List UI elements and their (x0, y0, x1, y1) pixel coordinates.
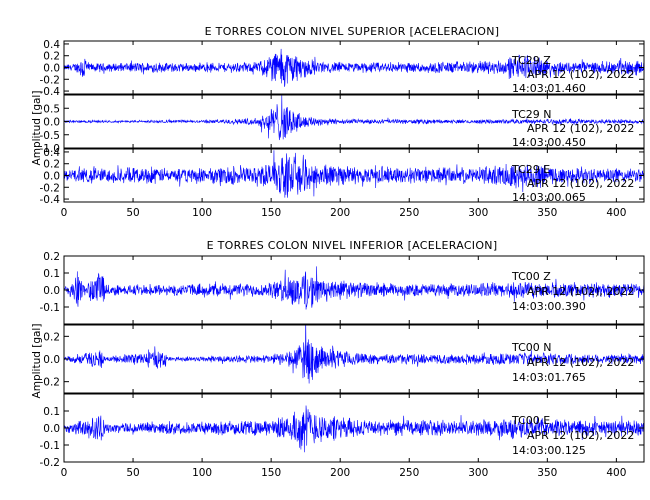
x-tick-label: 250 (399, 207, 419, 219)
x-tick-label: 200 (330, 207, 350, 219)
y-tick-label: 0.0 (43, 423, 60, 435)
y-tick-label: -0.2 (40, 182, 61, 194)
y-tick-label: 0.1 (43, 406, 60, 418)
x-tick-label: 0 (61, 467, 68, 479)
date-label: APR 12 (102), 2022 (527, 177, 634, 190)
x-tick-label: 150 (261, 467, 281, 479)
waveform-trace (64, 150, 644, 198)
chart-lower: E TORRES COLON NIVEL INFERIOR [ACELERACI… (31, 239, 645, 479)
y-tick-label: -0.5 (40, 130, 61, 142)
time-label: 14:03:01.460 (512, 82, 586, 95)
x-tick-label: 100 (192, 207, 212, 219)
x-tick-label: 0 (61, 207, 68, 219)
waveform-trace (64, 48, 644, 87)
date-label: APR 12 (102), 2022 (527, 429, 634, 442)
y-tick-label: 0.5 (43, 103, 60, 115)
trace-panel-tc00-z: TC00 Z APR 12 (102), 2022 14:03:00.390 -… (40, 251, 645, 325)
y-tick-label: 0.0 (43, 285, 60, 297)
y-tick-label: 0.0 (43, 63, 60, 75)
time-label: 14:03:00.065 (512, 191, 586, 204)
time-label: 14:03:00.125 (512, 444, 586, 457)
station-label: TC29 Z (511, 54, 551, 67)
y-tick-label: 0.0 (43, 354, 60, 366)
y-axis-label: Amplitud [gal] (31, 91, 43, 166)
x-tick-label: 350 (537, 207, 557, 219)
waveform-trace (64, 325, 644, 384)
chart-upper: E TORRES COLON NIVEL SUPERIOR [ACELERACI… (31, 25, 645, 219)
station-label: TC29 N (511, 108, 551, 121)
x-tick-label: 50 (126, 207, 139, 219)
x-tick-label: 250 (399, 467, 419, 479)
chart-title: E TORRES COLON NIVEL SUPERIOR [ACELERACI… (205, 25, 500, 38)
station-label: TC29 E (511, 163, 550, 176)
y-tick-label: 0.2 (43, 51, 60, 63)
time-label: 14:03:01.765 (512, 371, 586, 384)
x-tick-label: 200 (330, 467, 350, 479)
x-tick-label: 100 (192, 467, 212, 479)
date-label: APR 12 (102), 2022 (527, 285, 634, 298)
waveform-trace (64, 266, 644, 310)
waveform-trace (64, 95, 644, 141)
y-tick-label: -0.4 (40, 86, 61, 98)
station-label: TC00 Z (511, 270, 551, 283)
trace-panel-tc29-z: TC29 Z APR 12 (102), 2022 14:03:01.460 -… (40, 39, 645, 98)
date-label: APR 12 (102), 2022 (527, 356, 634, 369)
x-tick-label: 50 (126, 467, 139, 479)
y-tick-label: 0.1 (43, 268, 60, 280)
y-tick-label: -0.1 (40, 440, 61, 452)
x-tick-label: 150 (261, 207, 281, 219)
y-tick-label: -1.0 (40, 143, 61, 155)
y-tick-label: -0.2 (40, 74, 61, 86)
x-tick-label: 300 (468, 467, 488, 479)
y-tick-label: 0.2 (43, 331, 60, 343)
trace-panel-tc29-n: TC29 N APR 12 (102), 2022 14:03:00.450 -… (40, 94, 645, 155)
y-tick-label: -0.4 (40, 194, 61, 206)
y-tick-label: 0.2 (43, 159, 60, 171)
y-tick-label: -0.2 (40, 457, 61, 469)
x-tick-label: 350 (537, 467, 557, 479)
chart-title: E TORRES COLON NIVEL INFERIOR [ACELERACI… (207, 239, 498, 252)
x-tick-label: 400 (606, 467, 626, 479)
date-label: APR 12 (102), 2022 (527, 122, 634, 135)
waveform-trace (64, 405, 644, 453)
y-tick-label: 0.4 (43, 39, 60, 51)
y-tick-label: 0.0 (43, 117, 60, 129)
y-tick-label: -0.2 (40, 377, 61, 389)
date-label: APR 12 (102), 2022 (527, 68, 634, 81)
time-label: 14:03:00.390 (512, 300, 586, 313)
x-tick-label: 400 (606, 207, 626, 219)
y-tick-label: 0.4 (43, 147, 60, 159)
station-label: TC00 N (511, 341, 551, 354)
trace-panel-tc29-e: TC29 E APR 12 (102), 2022 14:03:00.065 -… (40, 147, 645, 219)
y-tick-label: -0.1 (40, 302, 61, 314)
x-tick-label: 300 (468, 207, 488, 219)
y-axis-label: Amplitud [gal] (31, 324, 43, 399)
y-tick-label: 0.0 (43, 171, 60, 183)
y-tick-label: 0.2 (43, 251, 60, 263)
time-label: 14:03:00.450 (512, 136, 586, 149)
trace-panel-tc00-n: TC00 N APR 12 (102), 2022 14:03:01.765 -… (40, 324, 645, 394)
station-label: TC00 E (511, 414, 550, 427)
trace-panel-tc00-e: TC00 E APR 12 (102), 2022 14:03:00.125 -… (40, 393, 645, 479)
